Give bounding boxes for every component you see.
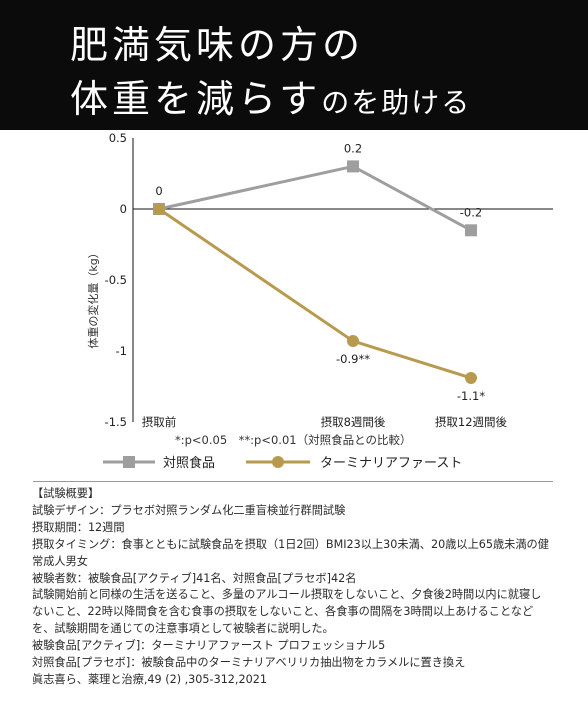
legend-marker-square	[123, 456, 135, 468]
legend-marker-circle	[272, 456, 284, 468]
data-label: -0.9**	[336, 352, 370, 366]
data-point-circle	[347, 335, 359, 348]
x-category-label: 摂取前	[142, 415, 177, 429]
data-label: -1.1*	[457, 389, 485, 403]
data-label: 0.2	[344, 141, 362, 155]
study-period-line: 摂取期間：12週間	[32, 520, 125, 534]
data-point-square	[465, 224, 477, 237]
placebo-food-line: 対照食品[プラセボ]：被験食品中のターミナリアベリリカ抽出物をカラメルに置き換え	[32, 656, 466, 670]
legend-label: ターミナリアファースト	[320, 456, 462, 471]
precautions-line: 試験開始前と同様の生活を送ること、多量のアルコール摂取をしないこと、夕食後2時間…	[32, 588, 542, 636]
title-banner: 肥満気味の方の 体重を減らすのを助ける	[0, 0, 588, 130]
subject-count-line: 被験者数：被験食品[アクティブ]41名、対照食品[プラセボ]42名	[32, 571, 357, 585]
study-summary-heading: 【試験概要】	[32, 487, 100, 500]
y-tick-label: 0	[120, 202, 127, 216]
data-point-circle	[153, 203, 165, 215]
banner-headline-rest: のを助ける	[321, 86, 472, 119]
y-axis-label: 体重の変化量（kg）	[86, 247, 100, 348]
data-point-square	[347, 160, 359, 173]
y-tick-label: -1	[116, 344, 127, 358]
legend-label: 対照食品	[163, 455, 215, 471]
study-design-line: 試験デザイン：プラセボ対照ランダム化二重盲検並行群間試験	[32, 503, 346, 517]
banner-headline-line1: 肥満気味の方の	[70, 23, 365, 67]
series-line	[158, 164, 472, 232]
banner-headline-main: 体重を減らす	[70, 77, 322, 121]
y-tick-label: -1.5	[105, 415, 127, 429]
data-point-circle	[465, 371, 477, 384]
series-line	[158, 207, 472, 380]
significance-footnote: *:p<0.05 **:p<0.01（対照食品との比較）	[175, 433, 411, 447]
study-summary: 【試験概要】 試験デザイン：プラセボ対照ランダム化二重盲検並行群間試験 摂取期間…	[32, 486, 552, 689]
chart-svg: 0.5 0 -0.5 -1 -1.5 摂取前 摂取8週間後 摂取12週間後 0 0.2 -0.2…	[33, 131, 553, 483]
legend: 対照食品 ターミナリアファースト	[33, 455, 553, 483]
data-label: 0	[155, 184, 162, 198]
intake-timing-line: 摂取タイミング：食事とともに試験食品を摂取（1日2回）BMI23以上30未満、2…	[32, 537, 549, 568]
banner-headline-line2: 体重を減らすのを助ける	[70, 68, 471, 123]
x-category-label: 摂取8週間後	[321, 415, 386, 429]
x-category-label: 摂取12週間後	[435, 415, 508, 429]
y-tick-label: 0.5	[109, 131, 127, 145]
weight-change-chart: 0.5 0 -0.5 -1 -1.5 摂取前 摂取8週間後 摂取12週間後 0 0.2 -0.2…	[0, 130, 588, 483]
citation-line: 眞志喜ら、薬理と治療,49 (2) ,305-312,2021	[32, 672, 267, 686]
data-label: -0.2	[460, 205, 482, 219]
y-tick-label: -0.5	[105, 273, 127, 287]
active-food-line: 被験食品[アクティブ]：ターミナリアファースト プロフェッショナル5	[32, 639, 386, 653]
